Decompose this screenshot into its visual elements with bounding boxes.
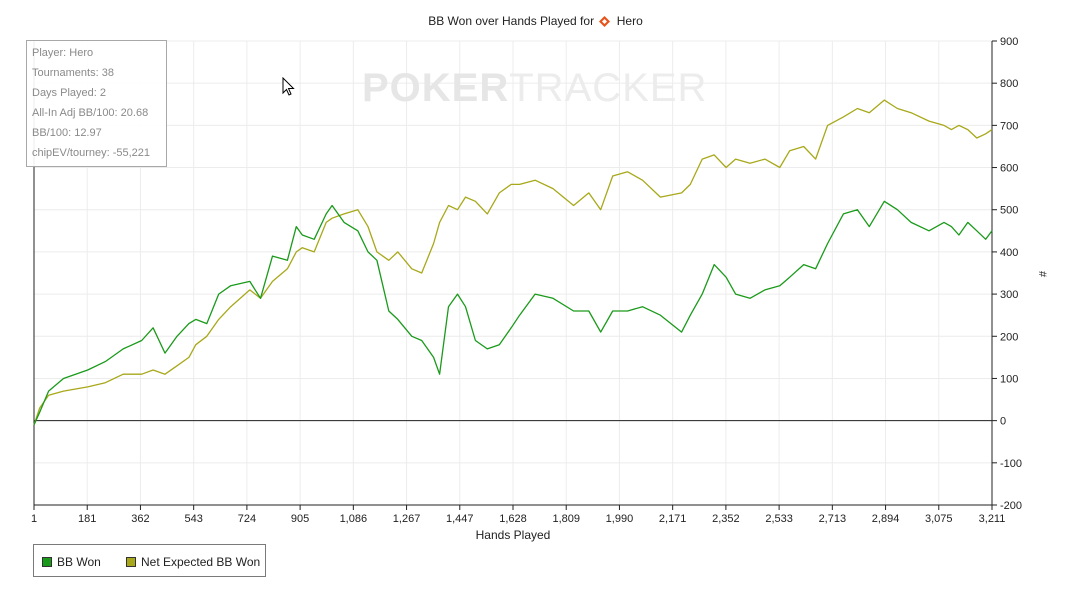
- x-tick-label: 181: [78, 513, 96, 525]
- stat-bb100: BB/100: 12.97: [32, 127, 102, 139]
- legend-item-net-expected[interactable]: Net Expected BB Won: [126, 555, 260, 569]
- x-tick-label: 905: [291, 513, 309, 525]
- y-tick-label: 600: [1000, 163, 1018, 175]
- legend-swatch-net-expected: [126, 557, 136, 567]
- y-tick-label: 200: [1000, 331, 1018, 343]
- y-tick-label: 800: [1000, 78, 1018, 90]
- y-tick-label: 900: [1000, 36, 1018, 48]
- x-tick-label: 1: [31, 513, 37, 525]
- x-tick-label: 3,075: [925, 513, 953, 525]
- legend-label-net-expected: Net Expected BB Won: [141, 555, 261, 569]
- x-tick-label: 1,628: [499, 513, 527, 525]
- chart-title: BB Won over Hands Played for Hero: [0, 14, 1071, 28]
- legend-item-bb-won[interactable]: BB Won: [42, 555, 101, 569]
- legend-label-bb-won: BB Won: [57, 555, 101, 569]
- y-tick-label: 400: [1000, 247, 1018, 259]
- mouse-cursor-icon: [282, 77, 295, 96]
- x-axis-label: Hands Played: [476, 528, 551, 542]
- y-axis-label: #: [1036, 271, 1048, 278]
- x-tick-label: 724: [238, 513, 256, 525]
- x-tick-label: 2,352: [712, 513, 740, 525]
- stats-box: Player: Hero Tournaments: 38 Days Played…: [26, 40, 167, 167]
- watermark-tracker: TRACKER: [509, 66, 708, 110]
- pokertracker-watermark: POKERTRACKER: [362, 66, 707, 111]
- x-tick-label: 1,990: [606, 513, 634, 525]
- chart-title-player: Hero: [616, 14, 643, 28]
- y-tick-label: 300: [1000, 289, 1018, 301]
- y-tick-label: 0: [1000, 416, 1006, 428]
- stat-days-played: Days Played: 2: [32, 87, 106, 99]
- x-tick-label: 2,894: [872, 513, 900, 525]
- y-tick-label: -200: [1000, 500, 1022, 512]
- watermark-poker: POKER: [362, 66, 510, 110]
- y-tick-label: -100: [1000, 458, 1022, 470]
- x-tick-label: 2,533: [765, 513, 793, 525]
- chart-title-text: BB Won over Hands Played for: [428, 14, 595, 28]
- y-tick-label: 700: [1000, 120, 1018, 132]
- x-tick-label: 362: [131, 513, 149, 525]
- x-tick-label: 2,171: [659, 513, 687, 525]
- x-tick-label: 2,713: [819, 513, 847, 525]
- x-tick-label: 1,086: [340, 513, 368, 525]
- legend-swatch-bb-won: [42, 557, 52, 567]
- x-tick-label: 3,211: [979, 513, 1006, 525]
- stat-player: Player: Hero: [32, 47, 94, 59]
- stat-chipev: chipEV/tourney: -55,221: [32, 147, 151, 159]
- stat-allin-adj: All-In Adj BB/100: 20.68: [32, 107, 149, 119]
- series-line-net-expected: [33, 99, 993, 426]
- hero-diamond-icon: [599, 16, 611, 27]
- x-tick-label: 1,809: [552, 513, 580, 525]
- y-tick-label: 500: [1000, 205, 1018, 217]
- y-tick-label: 100: [1000, 373, 1018, 385]
- series-line-bb-won: [33, 200, 993, 426]
- stat-tournaments: Tournaments: 38: [32, 67, 114, 79]
- x-tick-label: 1,447: [446, 513, 474, 525]
- x-tick-label: 1,267: [393, 513, 421, 525]
- chart-legend: BB Won Net Expected BB Won: [33, 544, 266, 577]
- x-tick-label: 543: [184, 513, 202, 525]
